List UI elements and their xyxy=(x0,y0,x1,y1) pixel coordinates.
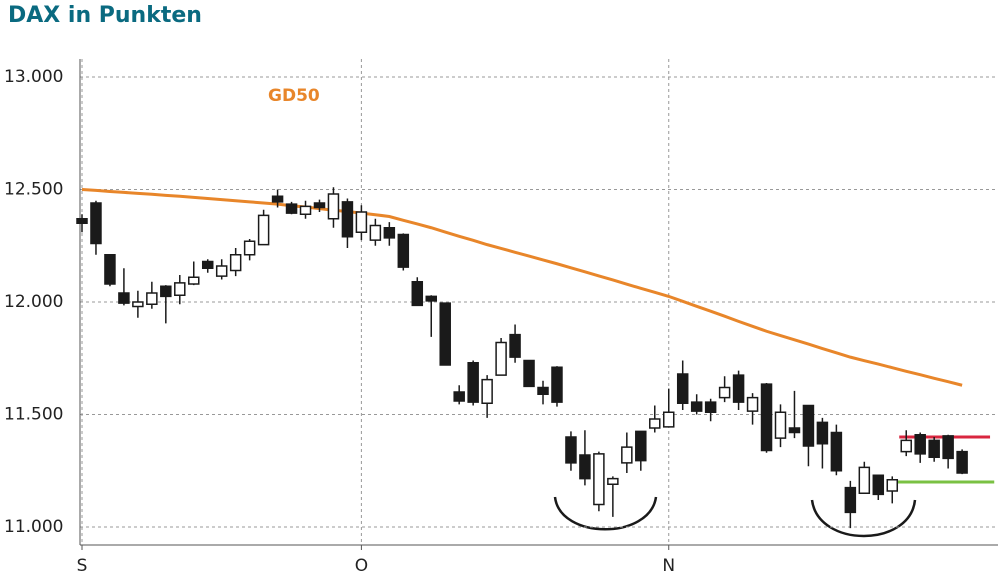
candle-body xyxy=(425,295,437,302)
candle-body xyxy=(746,396,759,412)
y-tick-label: 11.500 xyxy=(4,405,63,425)
candle-body xyxy=(830,431,843,472)
y-tick-label: 12.000 xyxy=(4,292,63,312)
candle-body xyxy=(313,202,326,209)
candle-body xyxy=(704,401,717,413)
y-tick-label: 13.000 xyxy=(4,67,63,87)
candle-body xyxy=(369,224,382,241)
x-tick-label: N xyxy=(662,556,675,576)
candle-body xyxy=(201,260,214,269)
candle-body xyxy=(299,205,312,215)
y-tick-label: 11.000 xyxy=(4,517,63,537)
candle-body xyxy=(956,450,968,474)
candle-body xyxy=(146,292,158,305)
candle-body xyxy=(551,366,563,403)
candle-body xyxy=(104,254,116,285)
candle-body xyxy=(732,374,745,403)
line-label: GD50 xyxy=(268,86,320,106)
candle-body xyxy=(816,421,829,445)
candle-body xyxy=(774,411,787,439)
candle-body xyxy=(439,302,451,366)
candle-body xyxy=(760,383,773,452)
x-tick-label: O xyxy=(355,556,368,576)
candle-body xyxy=(788,427,801,434)
candle-body xyxy=(271,195,284,203)
candle-body xyxy=(481,378,493,404)
candle-body xyxy=(621,446,633,464)
candle-body xyxy=(285,203,298,214)
candle-body xyxy=(718,386,731,399)
candle-body xyxy=(341,201,354,238)
candle-body xyxy=(467,362,479,403)
candle-body xyxy=(676,373,689,404)
chart-title: DAX in Punkten xyxy=(8,3,202,28)
candle-body xyxy=(928,439,940,458)
candle-body xyxy=(635,430,647,462)
candle-body xyxy=(174,282,186,296)
moving-average-line xyxy=(81,188,963,387)
candle-body xyxy=(872,474,885,496)
pattern-arc xyxy=(553,496,658,531)
candle-body xyxy=(509,333,521,358)
candle-body xyxy=(132,301,144,308)
candle-body xyxy=(886,479,899,492)
candle-body xyxy=(579,454,591,480)
candle-body xyxy=(118,292,130,304)
candle-body xyxy=(844,486,857,514)
candle-body xyxy=(90,202,102,245)
candle-body xyxy=(858,466,871,494)
candle-body xyxy=(257,214,270,246)
candle-body xyxy=(229,254,242,272)
candle-body xyxy=(593,453,605,506)
candle-body xyxy=(397,233,410,268)
candle-body xyxy=(76,218,88,224)
candle-body xyxy=(649,418,661,429)
candle-body xyxy=(900,439,912,453)
candle-body xyxy=(537,386,549,395)
candle-body xyxy=(565,436,577,464)
candle-body xyxy=(523,359,535,388)
candle-body xyxy=(914,434,926,455)
candle-body xyxy=(495,341,507,376)
pattern-arc xyxy=(810,499,917,538)
candle-body xyxy=(453,391,465,402)
candle-body xyxy=(942,435,954,460)
x-tick-label: S xyxy=(77,556,88,576)
candle-body xyxy=(690,401,703,412)
candle-body xyxy=(188,276,200,285)
y-tick-label: 12.500 xyxy=(4,180,63,200)
candle-body xyxy=(215,265,228,277)
candle-body xyxy=(243,240,256,256)
candle-body xyxy=(802,404,815,447)
candle-body xyxy=(607,477,619,485)
candle-body xyxy=(355,211,368,233)
candle-body xyxy=(383,227,396,239)
candle-body xyxy=(327,193,340,220)
candle-body xyxy=(411,281,424,307)
candle-body xyxy=(662,411,675,428)
candle-body xyxy=(160,285,172,298)
